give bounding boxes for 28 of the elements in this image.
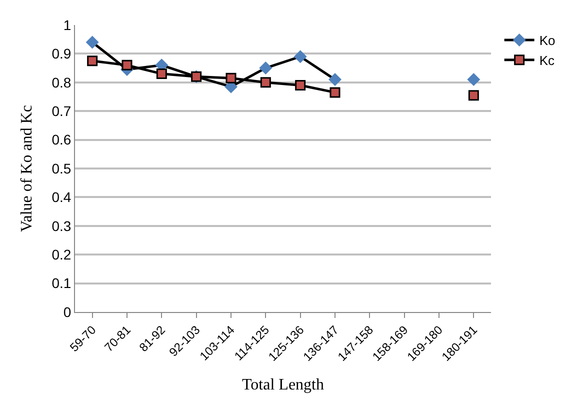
y-tick-label: 0.6: [52, 132, 72, 148]
y-axis-title: Value of Ko and Kc: [18, 104, 36, 232]
y-tick-label: 0.9: [52, 46, 72, 62]
point: [328, 73, 342, 86]
legend-label: Ko: [539, 33, 556, 48]
point: [156, 68, 167, 80]
x-axis-title: Total Length: [242, 376, 324, 394]
point: [294, 50, 307, 64]
y-tick-label: 0.5: [52, 160, 72, 176]
y-tick-label: 1: [63, 16, 72, 33]
point: [295, 80, 306, 91]
point: [87, 56, 98, 66]
point: [226, 72, 236, 84]
y-tick-label: 0: [63, 304, 72, 320]
y-tick-label: 0.2: [52, 246, 72, 262]
point: [330, 87, 340, 98]
point: [468, 90, 479, 101]
y-tick-label: 0.7: [52, 103, 72, 119]
point: [467, 73, 480, 86]
y-tick-label: 0.4: [52, 189, 72, 206]
y-tick-label: 0.8: [52, 74, 72, 90]
point: [259, 62, 272, 75]
y-tick-label: 0.3: [52, 218, 72, 234]
point: [86, 36, 99, 49]
legend-label: Kc: [539, 52, 555, 68]
point: [122, 60, 132, 70]
y-tick-label: 0.1: [52, 275, 72, 292]
point: [260, 77, 271, 88]
